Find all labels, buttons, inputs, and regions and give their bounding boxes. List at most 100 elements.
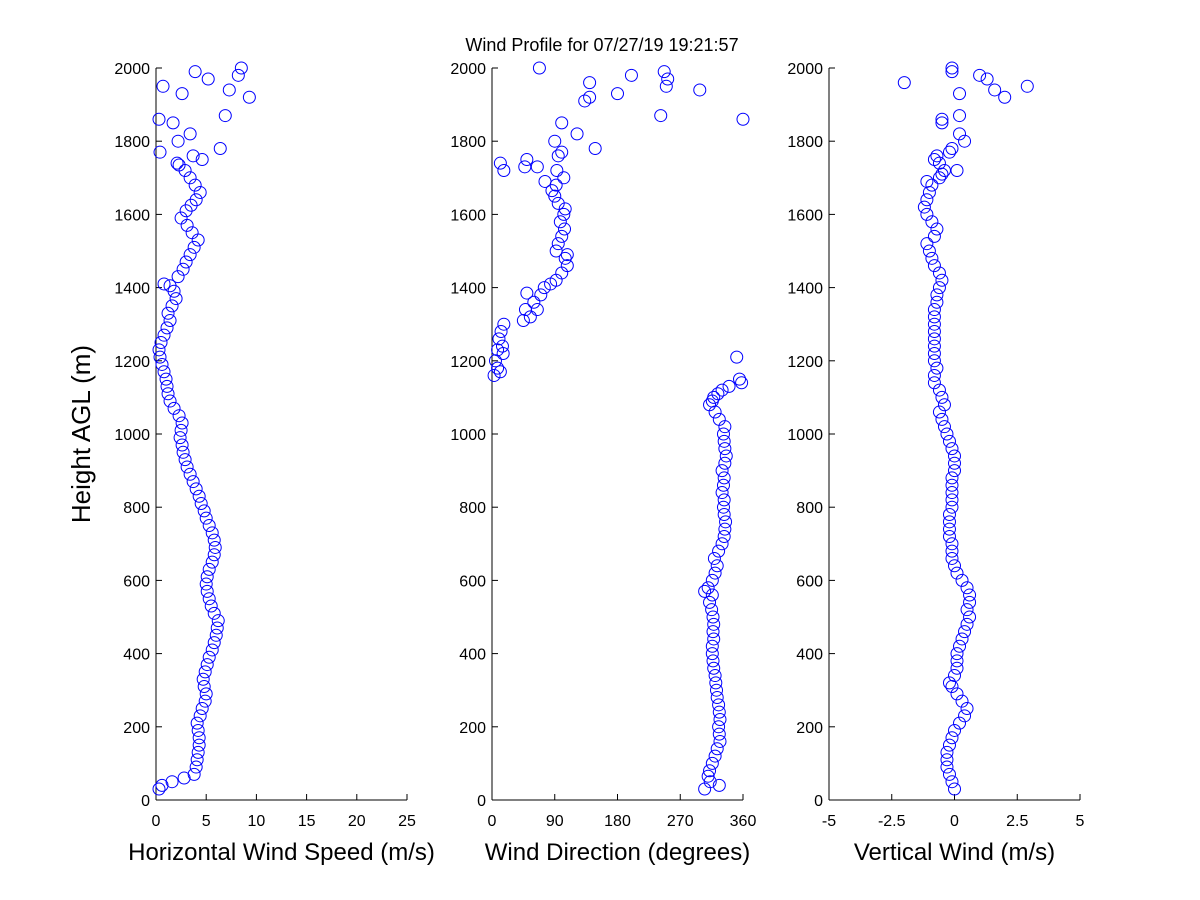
data-point <box>154 336 168 349</box>
data-point <box>701 581 715 595</box>
data-point <box>173 431 187 445</box>
y-tick-label: 1000 <box>787 427 823 444</box>
data-point <box>948 669 961 683</box>
data-point <box>661 72 675 86</box>
data-point <box>657 65 671 79</box>
data-point <box>189 760 203 774</box>
data-point <box>960 702 974 715</box>
data-point <box>920 193 934 207</box>
data-point <box>712 544 726 558</box>
data-point <box>945 142 959 156</box>
data-point <box>963 610 977 624</box>
data-point <box>234 61 248 75</box>
data-point <box>156 79 170 93</box>
data-point <box>197 680 211 694</box>
data-point <box>948 723 961 737</box>
data-point <box>920 174 934 188</box>
data-point <box>935 390 949 404</box>
data-point <box>558 251 572 265</box>
data-point <box>494 325 508 339</box>
data-point <box>175 438 189 452</box>
data-point <box>152 343 166 357</box>
data-point <box>161 387 175 401</box>
data-point <box>698 584 712 598</box>
data-point <box>170 156 184 170</box>
data-point <box>925 215 939 229</box>
data-point <box>945 442 959 456</box>
data-point <box>705 639 719 653</box>
data-point <box>927 368 941 382</box>
data-point <box>960 603 974 617</box>
y-tick-label: 200 <box>796 720 823 737</box>
data-points-speed <box>152 61 256 796</box>
data-point <box>555 145 569 159</box>
data-point <box>945 471 959 485</box>
data-point <box>213 142 227 156</box>
data-point <box>945 493 959 507</box>
data-point <box>953 87 967 101</box>
data-point <box>200 570 214 584</box>
data-point <box>495 339 509 353</box>
x-tick-label: 20 <box>348 813 366 830</box>
data-point <box>583 90 597 104</box>
panel-vertical: 0 200 400 600 800 1000 1200 1400 1600 1800 2000 -5 -… <box>787 61 1084 866</box>
data-point <box>549 244 563 258</box>
x-axis-label-vertical: Vertical Wind (m/s) <box>854 839 1055 866</box>
data-point <box>188 65 202 79</box>
data-point <box>988 83 1002 97</box>
data-point <box>707 632 721 646</box>
data-point <box>187 240 201 254</box>
data-point <box>713 712 727 726</box>
data-point <box>560 259 574 273</box>
data-point <box>953 639 967 653</box>
data-point <box>945 551 959 565</box>
y-tick-label: 2000 <box>114 61 150 78</box>
data-point <box>211 614 225 628</box>
data-point <box>940 427 954 441</box>
data-point <box>153 350 167 364</box>
data-point <box>555 229 569 243</box>
x-tick-label: 2.5 <box>1006 813 1028 830</box>
x-tick-label: 90 <box>546 813 564 830</box>
data-point <box>942 145 956 159</box>
data-point <box>708 669 722 683</box>
data-point <box>551 196 565 210</box>
data-point <box>945 544 959 558</box>
data-point <box>950 654 964 668</box>
data-point <box>180 460 194 474</box>
data-point <box>176 262 190 276</box>
data-point <box>710 559 724 573</box>
x-tick-label: 25 <box>398 813 416 830</box>
data-point <box>163 314 177 328</box>
data-point <box>935 167 949 181</box>
data-point <box>152 112 166 126</box>
data-point <box>940 760 954 774</box>
data-point <box>948 449 961 463</box>
data-point <box>942 767 956 781</box>
data-point <box>701 769 715 783</box>
data-point <box>942 508 956 522</box>
data-point <box>199 687 213 701</box>
data-point <box>205 643 219 657</box>
data-point <box>953 127 967 141</box>
data-point <box>945 478 959 492</box>
data-point <box>927 259 941 273</box>
data-point <box>950 647 964 661</box>
data-point <box>719 515 733 529</box>
data-point <box>205 526 219 540</box>
y-tick-label: 1800 <box>450 134 486 151</box>
data-point <box>955 573 969 587</box>
x-tick-label: 180 <box>604 813 631 830</box>
y-tick-label: 0 <box>814 793 823 810</box>
data-point <box>190 753 204 767</box>
data-point <box>516 314 530 328</box>
data-point <box>703 775 717 789</box>
data-point <box>178 453 192 467</box>
x-tick-label: -5 <box>822 813 836 830</box>
data-point <box>624 68 638 82</box>
data-point <box>707 617 721 631</box>
data-point <box>659 79 673 93</box>
data-point <box>716 427 730 441</box>
